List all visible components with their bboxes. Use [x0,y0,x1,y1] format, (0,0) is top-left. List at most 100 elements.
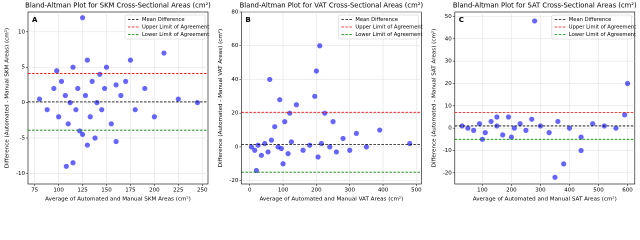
data-point [79,15,86,21]
data-point [277,97,283,103]
x-tick-label: 200 [506,188,517,194]
data-point [347,147,353,153]
x-tick-label: 500 [411,188,422,194]
data-point [44,107,50,113]
data-point [79,131,86,138]
data-point [532,18,538,24]
data-point [82,92,89,99]
data-point [500,132,506,138]
y-tick-label: 80 [231,10,238,16]
x-axis-label: Average of Automated and Manual VAT Area… [259,196,403,203]
data-point [89,78,95,84]
y-tick-label: 10 [445,103,452,109]
y-tick-label: 60 [231,43,238,49]
data-point [84,142,90,148]
legend-box [551,14,633,40]
y-tick-label: 50 [445,14,452,20]
data-point [67,100,73,106]
data-point [97,71,103,77]
y-tick-label: 0 [448,126,452,132]
data-point [142,85,148,92]
data-point [62,92,68,99]
data-point [546,130,552,136]
legend-label: Mean Difference [569,17,612,23]
data-point [340,135,346,142]
data-point [313,68,319,74]
chart-title: Bland-Altman Plot for VAT Cross-Sectiona… [240,2,424,10]
data-point [252,147,258,153]
data-point [505,114,512,120]
data-point [278,145,284,152]
data-point [315,154,321,160]
data-point [258,152,264,158]
data-point [287,110,293,116]
y-tick-label: 10 [18,29,25,35]
data-point [465,125,471,131]
data-point [161,50,167,56]
x-tick-label: 75 [31,188,38,194]
y-tick-label: 0 [22,100,26,106]
y-tick-label: 40 [231,77,238,83]
x-tick-label: 200 [311,188,322,194]
data-point [65,121,71,127]
legend-label: Upper Limit of Agreement [142,25,209,31]
data-point [92,135,98,141]
x-tick-label: 100 [278,188,289,194]
x-tick-label: 100 [477,188,488,194]
legend-label: Upper Limit of Agreement [355,25,422,31]
data-point [255,142,261,148]
data-point [51,85,57,92]
data-point [377,127,383,133]
x-tick-label: 400 [564,188,575,194]
y-tick-label: -10 [443,148,452,154]
data-point [248,144,254,150]
legend-label: Upper Limit of Agreement [569,25,636,31]
data-point [488,118,494,125]
x-tick-label: 0 [248,188,252,194]
y-tick-label: -10 [16,171,25,177]
data-point [132,107,138,113]
x-axis-label: Average of Automated and Manual SAT Area… [473,196,617,203]
data-point [293,102,299,108]
data-point [322,110,328,116]
data-point [113,82,119,88]
data-point [508,134,515,140]
legend-label: Lower Limit of Agreement [142,32,209,38]
data-point [94,100,100,106]
data-point [280,161,286,167]
data-point [272,124,278,130]
data-point [103,64,110,70]
x-tick-label: 225 [173,188,184,194]
data-point [118,92,124,99]
legend-label: Lower Limit of Agreement [569,32,636,38]
data-point [552,174,558,180]
data-point [459,123,465,129]
data-point [70,160,76,166]
data-point [471,127,477,133]
x-tick-label: 200 [149,188,160,194]
y-axis-label: Difference (Automated - Manual VAT Areas… [217,29,224,167]
data-point [578,147,584,154]
x-tick-label: 500 [593,188,604,194]
x-tick-label: 300 [344,188,355,194]
data-point [63,163,69,169]
x-tick-label: 125 [77,188,88,194]
y-tick-label: 0 [235,144,239,150]
y-tick-label: -20 [443,170,452,176]
data-point [77,128,83,134]
x-tick-label: 600 [622,188,633,194]
data-point [494,114,500,120]
data-point [101,85,108,92]
data-point [327,144,333,150]
data-point [511,125,517,131]
data-point [113,138,119,145]
data-point [268,137,274,143]
x-tick-label: 250 [197,188,208,194]
data-point [151,114,157,120]
data-point [73,107,79,113]
data-point [317,43,323,49]
plot-area [454,11,636,185]
data-point [529,116,535,122]
data-point [407,140,413,147]
y-tick-label: 40 [445,36,452,42]
